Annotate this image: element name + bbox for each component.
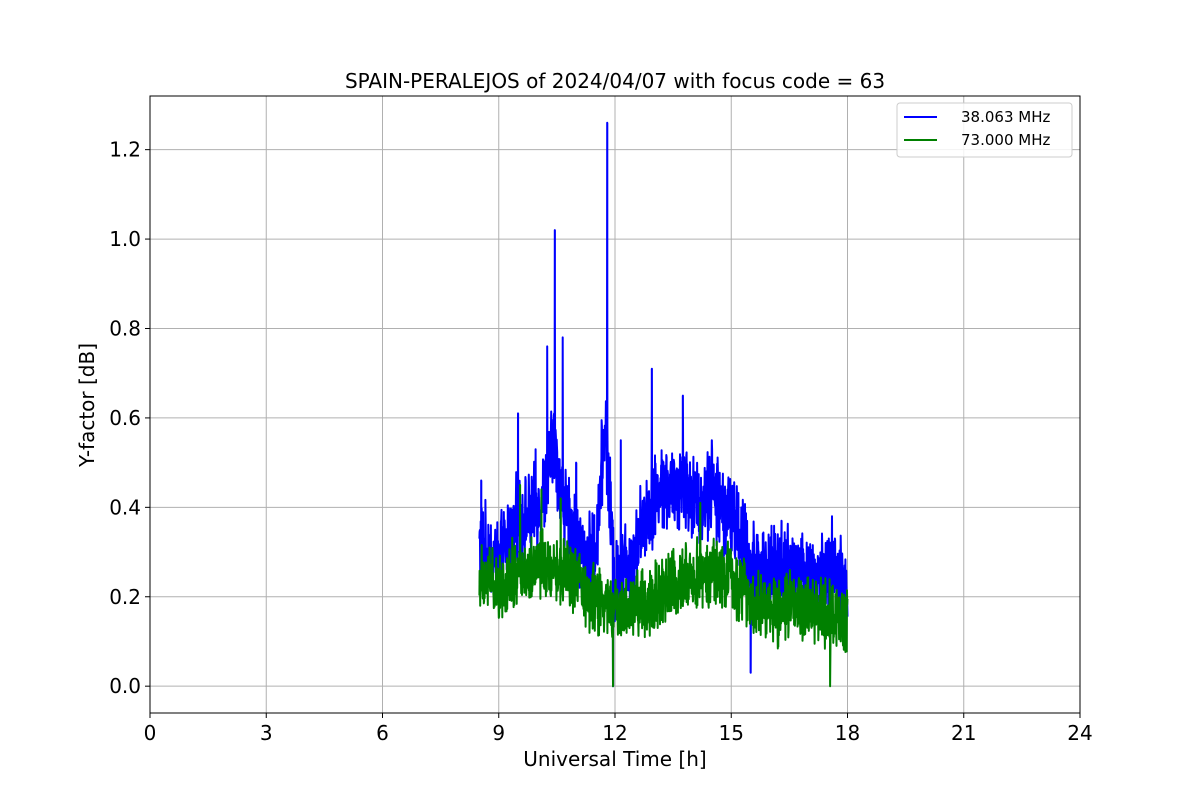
x-axis: 0 3 6 9 12 15 18 21 24 (144, 713, 1093, 745)
y-tick-label: 0.0 (109, 674, 141, 698)
legend-label: 38.063 MHz (961, 108, 1050, 126)
x-tick-label: 3 (260, 721, 273, 745)
chart-title: SPAIN-PERALEJOS of 2024/04/07 with focus… (345, 69, 885, 93)
y-tick-label: 0.2 (109, 585, 141, 609)
x-tick-label: 24 (1067, 721, 1092, 745)
x-tick-label: 0 (144, 721, 157, 745)
x-tick-label: 18 (835, 721, 860, 745)
legend-box (896, 102, 1073, 158)
y-tick-label: 1.0 (109, 227, 141, 251)
x-tick-label: 15 (719, 721, 744, 745)
x-tick-label: 21 (951, 721, 976, 745)
x-axis-label: Universal Time [h] (523, 747, 706, 771)
series-line-2 (478, 484, 849, 688)
x-tick-label: 9 (492, 721, 505, 745)
plot-area (478, 121, 849, 688)
y-tick-label: 0.4 (109, 495, 141, 519)
y-axis-label: Y-factor [dB] (75, 343, 99, 468)
y-tick-label: 0.6 (109, 406, 141, 430)
x-tick-label: 6 (376, 721, 389, 745)
legend: 38.063 MHz 73.000 MHz (896, 102, 1073, 158)
x-tick-label: 12 (602, 721, 627, 745)
y-tick-label: 1.2 (109, 138, 141, 162)
y-tick-label: 0.8 (109, 316, 141, 340)
y-axis: 0.0 0.2 0.4 0.6 0.8 1.0 1.2 (109, 138, 150, 698)
legend-label: 73.000 MHz (961, 131, 1050, 149)
